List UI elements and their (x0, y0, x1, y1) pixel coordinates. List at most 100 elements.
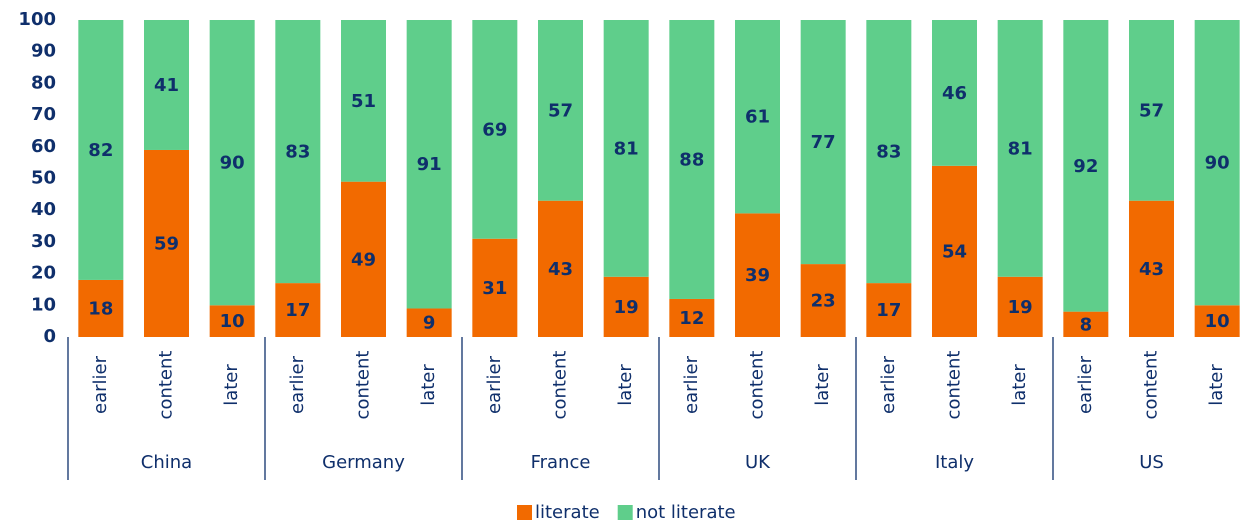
data-label: 92 (1073, 156, 1098, 177)
x-tick-label: later (1009, 364, 1030, 406)
x-tick-label: content (353, 351, 374, 420)
group-label: Italy (935, 452, 974, 473)
legend-label: literate (535, 502, 600, 523)
legend-swatch (617, 505, 633, 520)
bar-segment (78, 279, 124, 337)
data-label: 90 (220, 153, 245, 174)
x-tick-label: later (812, 364, 833, 406)
data-label: 49 (351, 249, 376, 270)
x-tick-label: earlier (1075, 355, 1096, 414)
bar-segment (538, 200, 583, 337)
legend-label: not literate (636, 502, 736, 523)
bar-segment (341, 181, 386, 337)
data-label: 81 (614, 138, 639, 159)
data-label: 18 (88, 298, 113, 319)
bar-segment (144, 20, 189, 150)
data-label: 8 (1080, 314, 1093, 335)
bar-segment (472, 20, 518, 239)
y-tick-label: 30 (31, 231, 56, 252)
bar-segment (866, 20, 912, 284)
data-label: 19 (614, 297, 639, 318)
x-tick-label: earlier (681, 355, 702, 414)
data-label: 57 (548, 100, 573, 121)
x-tick-label: content (156, 351, 177, 420)
x-tick-label: later (615, 364, 636, 406)
data-label: 83 (285, 142, 310, 163)
bar-segment (997, 20, 1043, 277)
bar-segment (538, 20, 583, 201)
group-label: China (141, 452, 192, 473)
x-tick-label: later (418, 364, 439, 406)
group-label: UK (745, 452, 771, 473)
bar-segment (275, 20, 321, 284)
data-label: 19 (1008, 297, 1033, 318)
bar-segment (144, 149, 189, 337)
x-tick-label: earlier (90, 355, 111, 414)
x-tick-label: content (550, 351, 571, 420)
x-tick-label: content (747, 351, 768, 420)
bar-segment (275, 283, 321, 337)
group-label: Germany (322, 452, 405, 473)
legend-swatch (517, 505, 532, 520)
bar-segment (78, 20, 124, 280)
data-label: 10 (1205, 311, 1230, 332)
bar-segment (472, 238, 518, 337)
data-label: 81 (1008, 138, 1033, 159)
bar-segment (669, 20, 715, 299)
data-label: 31 (482, 278, 507, 299)
data-label: 9 (423, 313, 436, 334)
data-label: 82 (88, 140, 113, 161)
bar-segment (1063, 311, 1109, 337)
bar-segment (866, 283, 912, 337)
x-tick-label: later (1206, 364, 1227, 406)
data-label: 57 (1139, 100, 1164, 121)
bar-segment (735, 20, 780, 214)
bar-segment (406, 20, 452, 309)
bar-segment (603, 20, 649, 277)
y-tick-label: 100 (18, 9, 56, 30)
group-label: US (1139, 452, 1164, 473)
bar-segment (341, 20, 386, 182)
data-label: 83 (876, 142, 901, 163)
data-label: 10 (220, 311, 245, 332)
data-label: 41 (154, 75, 179, 96)
data-label: 46 (942, 83, 967, 104)
data-label: 12 (679, 308, 704, 329)
bar-segment (603, 276, 649, 337)
group-label: France (531, 452, 591, 473)
y-tick-label: 80 (31, 72, 56, 93)
y-tick-label: 0 (43, 326, 56, 347)
bar-segment (1129, 200, 1174, 337)
data-label: 77 (811, 132, 836, 153)
data-label: 39 (745, 265, 770, 286)
bar-segment (209, 20, 255, 306)
x-tick-label: earlier (484, 355, 505, 414)
y-tick-label: 60 (31, 136, 56, 157)
x-tick-label: content (944, 351, 965, 420)
data-label: 23 (811, 291, 836, 312)
bar-segment (932, 165, 977, 337)
bar-segment (1194, 20, 1240, 306)
data-label: 69 (482, 119, 507, 140)
y-tick-label: 90 (31, 41, 56, 62)
data-label: 61 (745, 107, 770, 128)
bar-segment (209, 305, 255, 337)
y-tick-label: 70 (31, 104, 56, 125)
data-label: 51 (351, 91, 376, 112)
bar-segment (1063, 20, 1109, 312)
data-label: 17 (285, 300, 310, 321)
data-label: 59 (154, 233, 179, 254)
bar-segment (735, 213, 780, 337)
bar-segment (1129, 20, 1174, 201)
y-tick-label: 50 (31, 168, 56, 189)
bar-segment (932, 20, 977, 166)
bar-segment (669, 298, 715, 337)
y-tick-label: 10 (31, 294, 56, 315)
data-label: 88 (679, 149, 704, 170)
bar-segment (800, 20, 846, 265)
y-tick-label: 40 (31, 199, 56, 220)
y-tick-label: 20 (31, 263, 56, 284)
data-label: 90 (1205, 153, 1230, 174)
bar-segment (997, 276, 1043, 337)
